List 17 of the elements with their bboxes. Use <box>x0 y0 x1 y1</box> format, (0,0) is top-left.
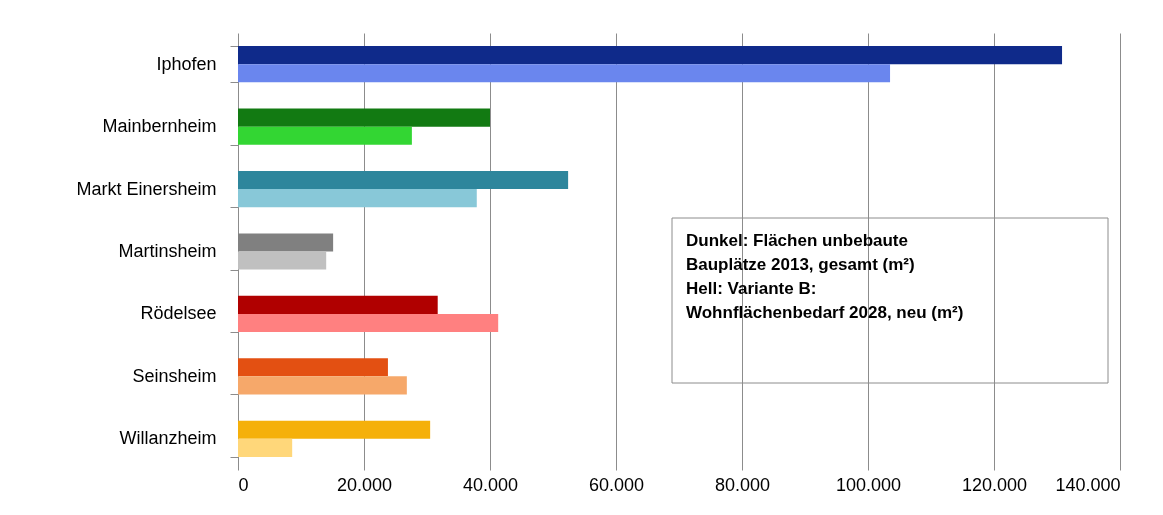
y-tick-label: Markt Einersheim <box>76 178 217 199</box>
y-tick-label: Rödelsee <box>140 303 217 324</box>
x-tick-label: 140.000 <box>1055 474 1121 495</box>
y-tick-label: Seinsheim <box>132 365 217 386</box>
x-tick-label: 40.000 <box>462 474 519 495</box>
annotation: Dunkel: Flächen unbebaute Bauplätze 2013, gesamt (m²) <box>686 231 915 274</box>
x-tick-label: 60.000 <box>588 474 645 495</box>
y-tick-label: Iphofen <box>156 53 217 74</box>
annotation: Hell: Variante B: Wohnflächenbedarf 2028, neu (m²) <box>686 279 964 322</box>
x-tick-label: 0 <box>238 474 249 495</box>
y-tick-label: Mainbernheim <box>102 116 217 137</box>
x-tick-label: 20.000 <box>336 474 393 495</box>
x-tick-label: 100.000 <box>835 474 902 495</box>
y-tick-label: Martinsheim <box>118 241 217 261</box>
x-tick-label: 80.000 <box>714 474 771 495</box>
x-tick-label: 120.000 <box>961 474 1028 495</box>
y-tick-label: Willanzheim <box>119 428 217 449</box>
